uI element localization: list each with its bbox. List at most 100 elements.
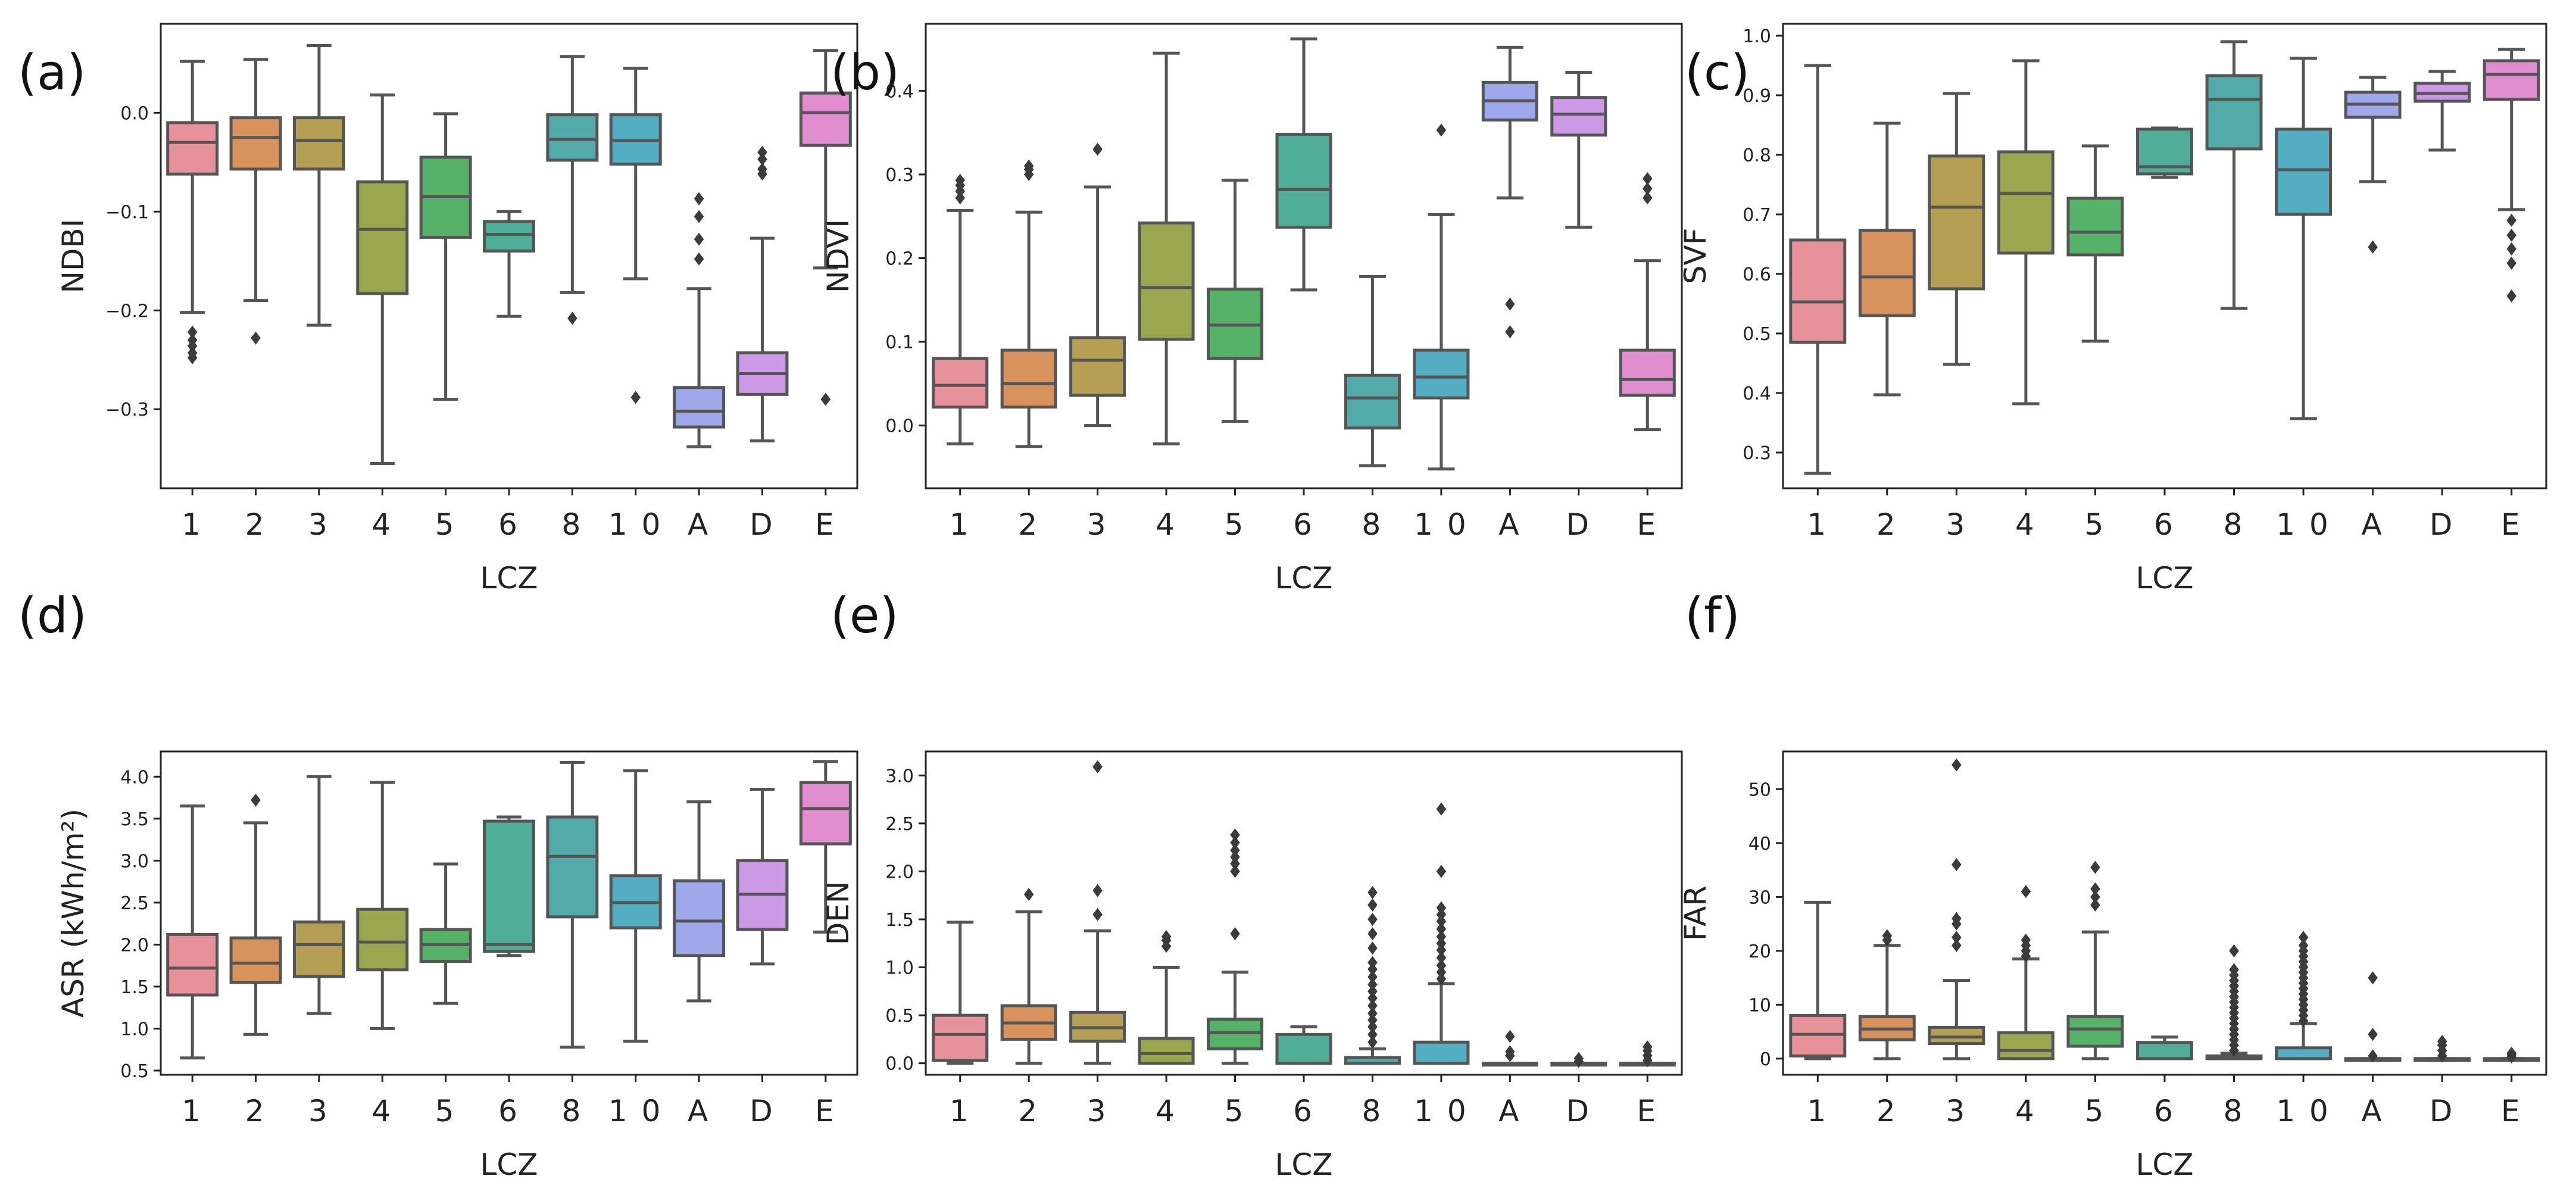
outlier-point: [1436, 929, 1447, 943]
box-1: [1789, 900, 1847, 1060]
outlier-point: [1643, 182, 1653, 195]
panel-label: (d): [18, 588, 87, 644]
outlier-point: [1436, 901, 1447, 915]
box-D: [736, 145, 789, 442]
x-tick-label: 2: [1018, 507, 1039, 542]
outlier-point: [1367, 1028, 1378, 1041]
outlier-point: [694, 192, 704, 205]
y-tick-label: 0.5: [120, 1061, 149, 1082]
box-E: [2483, 1046, 2540, 1064]
x-tick-label: 4: [2015, 507, 2037, 542]
outlier-point: [251, 793, 261, 807]
y-axis-label: ASR (kWh/m²): [56, 809, 90, 1018]
outlier-point: [1436, 951, 1447, 965]
box-D: [1550, 1052, 1607, 1068]
x-tick-label: 3: [1087, 507, 1109, 542]
box-iqr: [546, 815, 599, 919]
outlier-point: [1367, 991, 1378, 1005]
outlier-point: [2506, 229, 2516, 242]
box-iqr: [2483, 59, 2540, 101]
box-iqr: [932, 1013, 989, 1062]
outlier-point: [1367, 927, 1378, 941]
outlier-point: [2506, 242, 2516, 255]
box-1: [166, 60, 219, 364]
outlier-point: [1092, 760, 1103, 773]
y-tick-label: 1.5: [120, 977, 149, 998]
y-tick-label: 2.0: [120, 935, 149, 956]
x-tick-label: 1: [1807, 1094, 1828, 1128]
box-E: [1619, 1040, 1676, 1067]
x-tick-label: 8: [1362, 507, 1384, 542]
box-2: [1000, 888, 1057, 1065]
outlier-point: [1230, 828, 1240, 842]
box-4: [1138, 929, 1195, 1065]
y-tick-label: 0.0: [885, 416, 914, 437]
outlier-point: [187, 325, 198, 339]
box-iqr: [1275, 1033, 1332, 1065]
outlier-point: [757, 167, 767, 181]
outlier-point: [1436, 907, 1447, 921]
box-iqr: [1550, 96, 1607, 137]
box-iqr: [799, 781, 852, 846]
x-tick-label: E: [1637, 507, 1658, 542]
box-E: [1619, 172, 1676, 432]
x-tick-label: 6: [2154, 507, 2175, 542]
y-tick-label: 0.1: [885, 332, 914, 353]
x-tick-label: E: [815, 507, 836, 542]
outlier-point: [1367, 984, 1378, 998]
box-1: [166, 804, 219, 1060]
outlier-point: [1436, 965, 1447, 979]
outlier-point: [1230, 843, 1240, 857]
x-tick-label: A: [1498, 507, 1521, 542]
box-1: [1789, 64, 1847, 475]
outlier-point: [1367, 1035, 1378, 1049]
box-4: [356, 781, 409, 1030]
x-tick-label: D: [1566, 507, 1592, 542]
y-tick-label: 0.5: [885, 1006, 914, 1027]
box-A: [2344, 76, 2402, 254]
x-tick-label: 8: [2224, 507, 2245, 542]
x-tick-label: 3: [308, 507, 330, 542]
box-2: [1858, 121, 1916, 397]
outlier-point: [757, 152, 767, 166]
x-tick-label: 2: [1876, 1094, 1898, 1128]
outlier-point: [1436, 972, 1447, 985]
y-tick-label: 0.0: [120, 103, 149, 124]
box-1: [932, 921, 989, 1065]
x-tick-label: 3: [1087, 1094, 1109, 1128]
outlier-point: [1367, 1013, 1378, 1027]
outlier-point: [2021, 933, 2031, 947]
y-tick-label: 0.4: [1743, 383, 1771, 404]
x-tick-label: 5: [435, 507, 457, 542]
box-iqr: [2275, 1046, 2333, 1060]
outlier-point: [1505, 325, 1515, 339]
x-axis-label: LCZ: [2135, 561, 2193, 595]
box-iqr: [932, 357, 989, 409]
x-tick-label: 1: [182, 1094, 203, 1128]
box-A: [2344, 971, 2402, 1063]
box-3: [1069, 760, 1126, 1065]
outlier-point: [2368, 1028, 2378, 1041]
x-tick-label: 6: [2154, 1094, 2175, 1128]
y-tick-label: 0.2: [885, 249, 914, 270]
x-tick-label: 8: [561, 507, 583, 542]
box-4: [356, 93, 409, 466]
x-tick-label: 1: [950, 1094, 971, 1128]
box-4: [1138, 51, 1195, 446]
box-iqr: [2205, 74, 2263, 151]
outlier-point: [1951, 938, 1962, 952]
box-6: [2136, 126, 2193, 179]
x-tick-label: 3: [1946, 507, 1967, 542]
box-2: [1858, 929, 1916, 1060]
box-iqr: [292, 920, 345, 978]
box-iqr: [2066, 196, 2124, 257]
panel-label: (a): [18, 45, 86, 101]
box-iqr: [483, 220, 535, 253]
box-iqr: [2275, 127, 2333, 216]
box-1: [932, 173, 989, 446]
x-tick-label: A: [2362, 507, 2384, 542]
x-tick-label: 5: [2085, 1094, 2106, 1128]
outlier-point: [1367, 1020, 1378, 1034]
x-tick-label: 3: [308, 1094, 330, 1128]
